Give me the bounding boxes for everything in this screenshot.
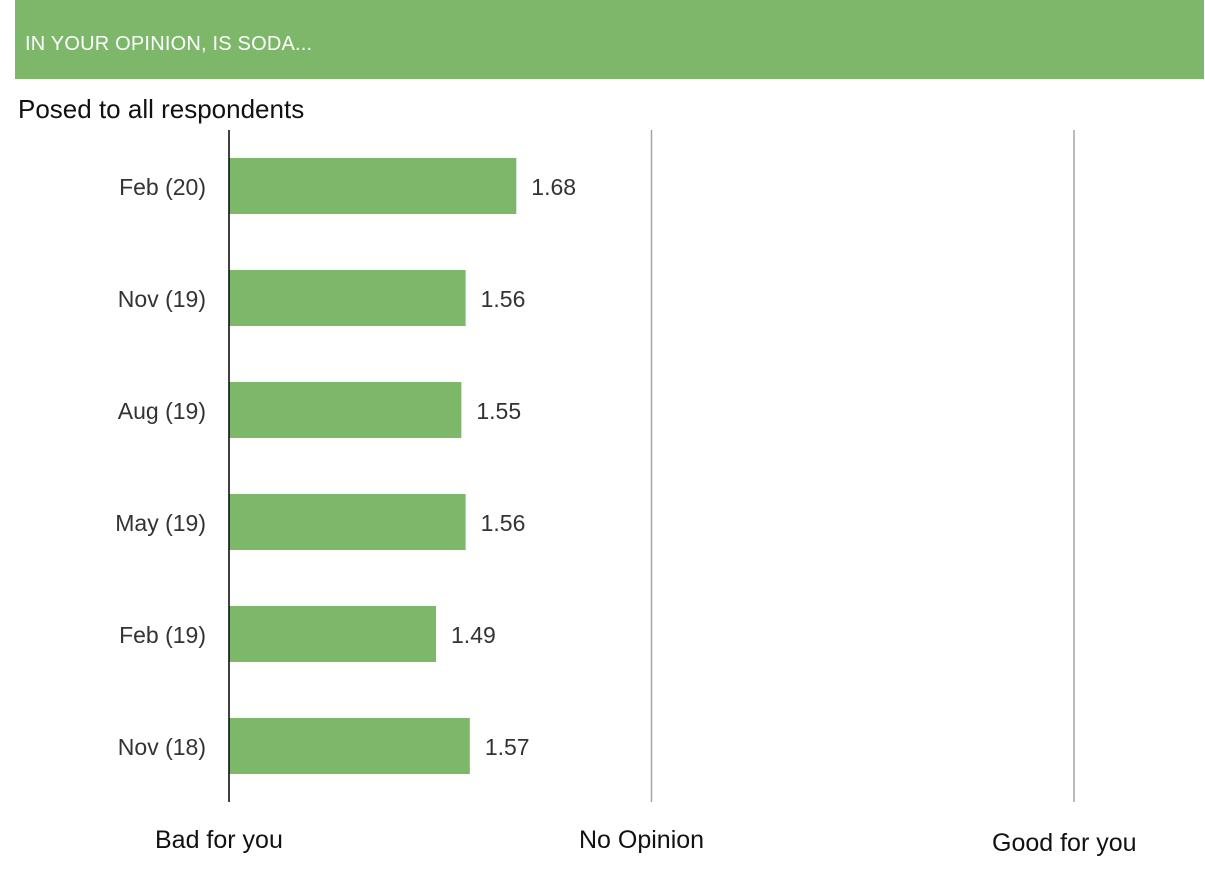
header-banner: IN YOUR OPINION, IS SODA... [15, 0, 1204, 79]
data-label-2: 1.55 [476, 398, 521, 424]
category-label-5: Nov (18) [118, 734, 206, 760]
bar-3 [229, 494, 466, 550]
data-label-1: 1.56 [481, 286, 526, 312]
x-tick-label-good: Good for you [992, 829, 1137, 857]
data-label-4: 1.49 [451, 622, 496, 648]
x-tick-label-bad: Bad for you [155, 826, 283, 854]
category-label-1: Nov (19) [118, 286, 206, 312]
bar-0 [229, 158, 517, 214]
bar-1 [229, 270, 466, 326]
bar-4 [229, 606, 437, 662]
x-tick-label-no-opinion: No Opinion [579, 826, 705, 854]
data-label-5: 1.57 [485, 734, 530, 760]
category-label-4: Feb (19) [119, 622, 206, 648]
chart-subtitle: Posed to all respondents [18, 94, 305, 124]
category-label-3: May (19) [115, 510, 206, 536]
data-label-0: 1.68 [531, 174, 576, 200]
data-label-3: 1.56 [481, 510, 526, 536]
category-label-2: Aug (19) [118, 398, 206, 424]
category-label-0: Feb (20) [119, 174, 206, 200]
bar-5 [229, 718, 470, 774]
bar-2 [229, 382, 462, 438]
banner-title: IN YOUR OPINION, IS SODA... [25, 33, 313, 55]
